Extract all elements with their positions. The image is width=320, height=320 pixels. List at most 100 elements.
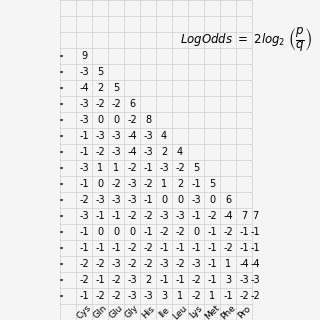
- Text: 2: 2: [177, 179, 183, 189]
- Text: 1: 1: [177, 291, 183, 301]
- Text: -1: -1: [143, 195, 153, 205]
- Text: Gln: Gln: [92, 303, 108, 320]
- Text: 5: 5: [193, 163, 199, 173]
- Text: -4: -4: [239, 259, 249, 269]
- Text: Glu: Glu: [108, 303, 124, 320]
- Text: -2: -2: [127, 243, 137, 253]
- Text: -3: -3: [111, 147, 121, 157]
- Text: -1: -1: [79, 179, 89, 189]
- Text: 5: 5: [209, 179, 215, 189]
- Text: Phe: Phe: [219, 303, 237, 320]
- Text: -3: -3: [111, 259, 121, 269]
- Text: -2: -2: [127, 259, 137, 269]
- Text: -3: -3: [95, 131, 105, 141]
- Text: 5: 5: [97, 67, 103, 77]
- Text: -2: -2: [111, 275, 121, 285]
- Text: -3: -3: [239, 275, 249, 285]
- Text: -1: -1: [111, 211, 121, 221]
- Text: -2: -2: [143, 243, 153, 253]
- Text: -3: -3: [111, 195, 121, 205]
- Text: -1: -1: [191, 243, 201, 253]
- Text: 0: 0: [97, 179, 103, 189]
- Text: -3: -3: [127, 275, 137, 285]
- Text: 7: 7: [252, 211, 258, 221]
- Text: -2: -2: [175, 163, 185, 173]
- Text: -3: -3: [159, 163, 169, 173]
- Text: -3: -3: [79, 67, 89, 77]
- Text: -2: -2: [159, 227, 169, 237]
- Text: -1: -1: [79, 291, 89, 301]
- Text: -2: -2: [127, 115, 137, 125]
- Text: $\mathit{LogOdds}\ =\ 2\mathit{log}_2\ \left(\dfrac{p}{q}\right)$: $\mathit{LogOdds}\ =\ 2\mathit{log}_2\ \…: [180, 26, 312, 54]
- Text: 9: 9: [81, 51, 87, 61]
- Text: -2: -2: [239, 291, 249, 301]
- Text: -3: -3: [143, 147, 153, 157]
- Text: -4: -4: [223, 211, 233, 221]
- Text: 0: 0: [113, 115, 119, 125]
- Text: -1: -1: [250, 227, 260, 237]
- Text: -3: -3: [127, 179, 137, 189]
- Text: 1: 1: [209, 291, 215, 301]
- Text: -3: -3: [143, 291, 153, 301]
- Text: -4: -4: [250, 259, 260, 269]
- Text: -3: -3: [79, 99, 89, 109]
- Text: -1: -1: [207, 227, 217, 237]
- Text: 0: 0: [161, 195, 167, 205]
- Text: -2: -2: [250, 291, 260, 301]
- Text: 6: 6: [225, 195, 231, 205]
- Text: 4: 4: [177, 147, 183, 157]
- Text: -1: -1: [95, 211, 105, 221]
- Text: 4: 4: [161, 131, 167, 141]
- Text: -2: -2: [111, 291, 121, 301]
- Text: 2: 2: [97, 83, 103, 93]
- Text: -1: -1: [250, 243, 260, 253]
- Text: Ile: Ile: [157, 305, 171, 319]
- Text: 1: 1: [225, 259, 231, 269]
- Text: -2: -2: [191, 291, 201, 301]
- Text: 7: 7: [241, 211, 247, 221]
- Text: Lys: Lys: [188, 304, 204, 320]
- Text: -1: -1: [207, 259, 217, 269]
- Text: Met: Met: [203, 303, 221, 320]
- Text: -1: -1: [191, 179, 201, 189]
- Text: 0: 0: [177, 195, 183, 205]
- Text: -1: -1: [159, 243, 169, 253]
- Text: 0: 0: [113, 227, 119, 237]
- Text: 5: 5: [113, 83, 119, 93]
- Text: 1: 1: [161, 179, 167, 189]
- Text: Cys: Cys: [75, 303, 93, 320]
- Text: Leu: Leu: [171, 303, 189, 320]
- Text: -1: -1: [79, 243, 89, 253]
- Text: -2: -2: [223, 243, 233, 253]
- Text: -2: -2: [207, 211, 217, 221]
- Text: -2: -2: [95, 259, 105, 269]
- Text: -2: -2: [191, 275, 201, 285]
- Text: -1: -1: [143, 163, 153, 173]
- Text: -1: -1: [79, 147, 89, 157]
- Text: -2: -2: [79, 275, 89, 285]
- Text: -3: -3: [79, 115, 89, 125]
- Text: -1: -1: [239, 243, 249, 253]
- Text: -1: -1: [191, 211, 201, 221]
- Text: -1: -1: [223, 291, 233, 301]
- Text: -3: -3: [127, 291, 137, 301]
- Text: 6: 6: [129, 99, 135, 109]
- Text: -1: -1: [175, 275, 185, 285]
- Text: 0: 0: [97, 115, 103, 125]
- Text: -3: -3: [127, 195, 137, 205]
- Text: -3: -3: [79, 163, 89, 173]
- Text: Pro: Pro: [236, 304, 252, 320]
- Text: 1: 1: [113, 163, 119, 173]
- Text: -2: -2: [111, 99, 121, 109]
- Text: -1: -1: [143, 227, 153, 237]
- Text: -3: -3: [250, 275, 260, 285]
- Text: -2: -2: [175, 227, 185, 237]
- Text: -3: -3: [175, 211, 185, 221]
- Text: -2: -2: [223, 227, 233, 237]
- Text: -2: -2: [143, 211, 153, 221]
- Text: -2: -2: [143, 259, 153, 269]
- Text: 2: 2: [161, 147, 167, 157]
- Text: -1: -1: [239, 227, 249, 237]
- Text: -3: -3: [191, 259, 201, 269]
- Text: -2: -2: [127, 211, 137, 221]
